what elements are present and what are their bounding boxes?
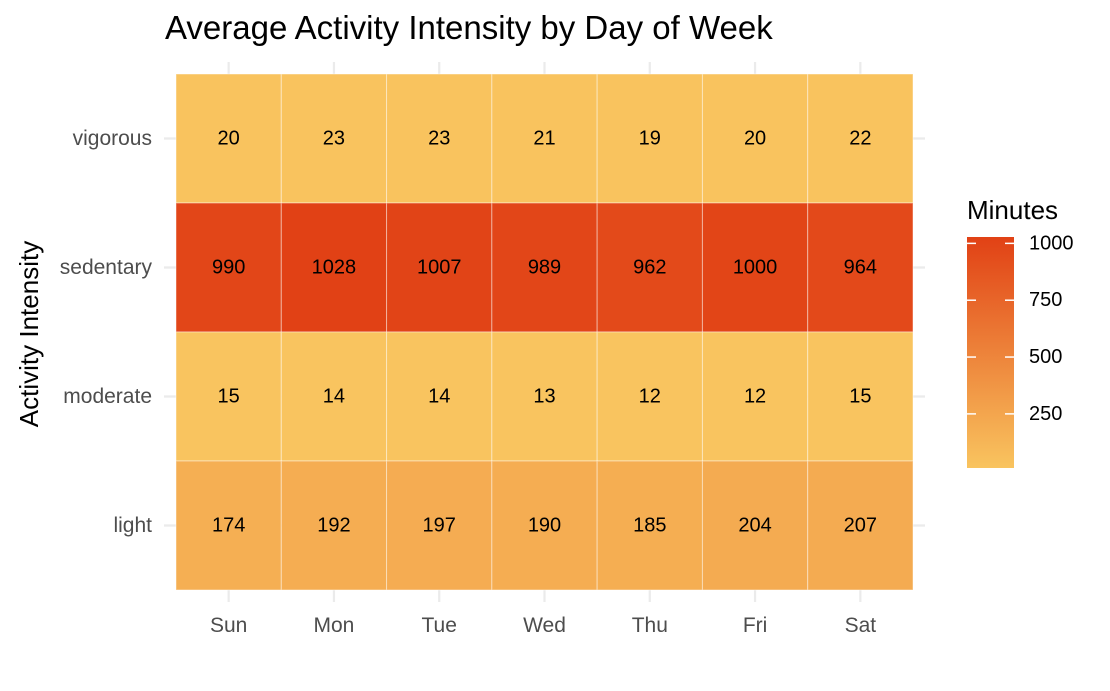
heatmap-cell [386,202,493,333]
heatmap-cell [175,73,282,204]
cell-value-label: 22 [849,128,871,150]
heatmap-cell [386,331,493,462]
heatmap-cell [701,331,809,462]
cell-value-label: 1000 [733,257,778,279]
legend: Minutes 250 500 750 1000 [967,195,1074,468]
legend-ticks: 250 500 750 1000 [967,232,1074,425]
heatmap-cell [280,460,388,591]
heatmap-cell [175,331,282,462]
heatmap-cell [386,460,493,591]
legend-tick-label: 1000 [1029,232,1074,254]
legend-tick-label: 250 [1029,403,1062,425]
y-axis-ticks: vigorous sedentary moderate light [60,127,153,537]
cell-value-label: 962 [633,257,666,279]
heatmap-cell [491,202,598,333]
heatmap-cell [596,331,703,462]
cell-value-label: 190 [528,515,561,537]
cell-value-label: 15 [849,386,871,408]
heatmap-cell [596,202,703,333]
heatmap-cell [596,73,703,204]
heatmap-cell [280,331,388,462]
x-tick-label-mon: Mon [313,614,354,637]
cell-value-label: 23 [323,128,345,150]
cell-value-label: 19 [639,128,661,150]
cell-value-label: 14 [428,386,450,408]
x-tick-label-thu: Thu [632,614,668,637]
heatmap-cell [807,331,914,462]
heatmap-cell [701,73,809,204]
heatmap-cell [280,202,388,333]
cell-value-label: 197 [423,515,456,537]
heatmap-cells [175,73,914,591]
x-tick-label-sat: Sat [845,614,877,637]
legend-tick-label: 750 [1029,289,1062,311]
chart-title: Average Activity Intensity by Day of Wee… [165,9,773,46]
cell-value-label: 990 [212,257,245,279]
cell-value-label: 20 [744,128,766,150]
x-tick-label-wed: Wed [523,614,566,637]
heatmap-cell [491,73,598,204]
cell-value-label: 12 [744,386,766,408]
cell-value-label: 14 [323,386,345,408]
cell-value-label: 207 [844,515,877,537]
y-tick-label-vigorous: vigorous [73,127,152,150]
heatmap-cell [807,202,914,333]
cell-value-label: 21 [533,128,555,150]
x-tick-label-tue: Tue [422,614,457,637]
legend-title: Minutes [967,195,1058,225]
x-axis-ticks: Sun Mon Tue Wed Thu Fri Sat [210,614,876,637]
cell-value-label: 1028 [312,257,357,279]
y-tick-label-moderate: moderate [63,385,152,408]
heatmap-cell-labels: 20 23 23 21 19 20 22 990 1028 1007 989 962 1000 964 15… [212,128,877,537]
y-tick-label-light: light [113,514,152,537]
cell-value-label: 13 [533,386,555,408]
cell-value-label: 15 [218,386,240,408]
heatmap-cell [280,73,388,204]
cell-value-label: 1007 [417,257,462,279]
heatmap-cell [701,460,809,591]
legend-color-bar [967,237,1014,468]
heatmap-cell [807,460,914,591]
x-tick-label-fri: Fri [743,614,768,637]
heatmap-cell [701,202,809,333]
heatmap-cell [491,460,598,591]
legend-tick-label: 500 [1029,346,1062,368]
cell-value-label: 12 [639,386,661,408]
heatmap-cell [491,331,598,462]
y-tick-label-sedentary: sedentary [60,256,153,279]
cell-value-label: 185 [633,515,666,537]
cell-value-label: 204 [738,515,771,537]
heatmap-cell [807,73,914,204]
cell-value-label: 964 [844,257,877,279]
cell-value-label: 989 [528,257,561,279]
heatmap-cell [175,460,282,591]
heatmap-cell [596,460,703,591]
heatmap-cell [386,73,493,204]
cell-value-label: 20 [218,128,240,150]
cell-value-label: 192 [317,515,350,537]
cell-value-label: 23 [428,128,450,150]
x-tick-label-sun: Sun [210,614,247,637]
y-axis-title: Activity Intensity [14,241,44,427]
cell-value-label: 174 [212,515,245,537]
